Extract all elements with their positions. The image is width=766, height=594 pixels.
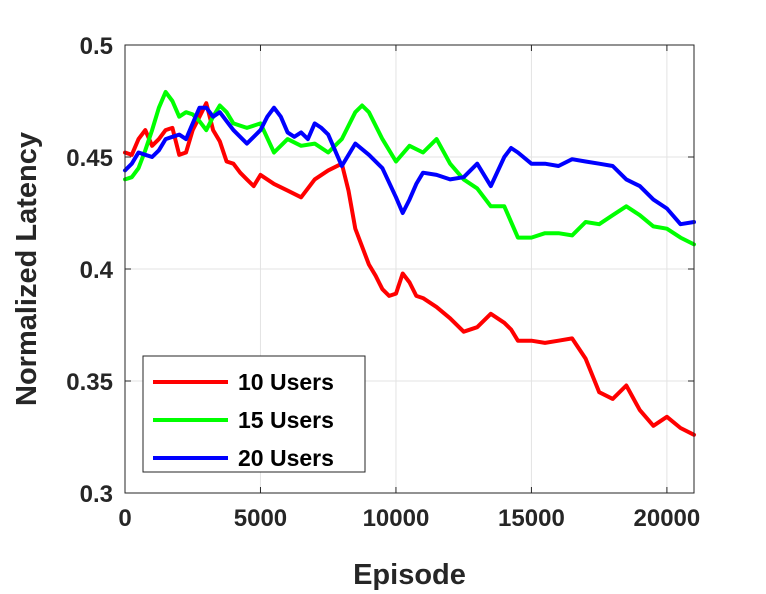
y-tick-label: 0.35 (66, 369, 113, 396)
axis-ticks: 0 5000 10000 15000 20000 0.3 0.35 0.4 0.45 0.5 (66, 33, 700, 532)
y-tick-label: 0.45 (66, 145, 113, 172)
series-line-3 (123, 105, 696, 227)
legend-label-1: 10 Users (238, 369, 334, 395)
x-axis-label: Episode (353, 559, 466, 591)
x-tick-label: 15000 (498, 505, 565, 532)
series-lines (123, 90, 696, 437)
x-tick-label: 0 (118, 505, 131, 532)
x-tick-label: 10000 (363, 505, 430, 532)
series-line-1 (123, 101, 696, 437)
legend-box (142, 355, 366, 473)
legend-label-3: 20 Users (238, 445, 334, 471)
y-axis-label: Normalized Latency (11, 132, 43, 406)
y-tick-label: 0.3 (80, 481, 113, 508)
x-tick-label: 5000 (234, 505, 287, 532)
y-tick-label: 0.5 (80, 33, 113, 60)
series-line-2 (123, 90, 696, 247)
x-tick-label: 20000 (634, 505, 701, 532)
legend-label-2: 15 Users (238, 407, 334, 433)
y-tick-label: 0.4 (80, 257, 114, 284)
legend: 10 Users 15 Users 20 Users (142, 355, 366, 473)
